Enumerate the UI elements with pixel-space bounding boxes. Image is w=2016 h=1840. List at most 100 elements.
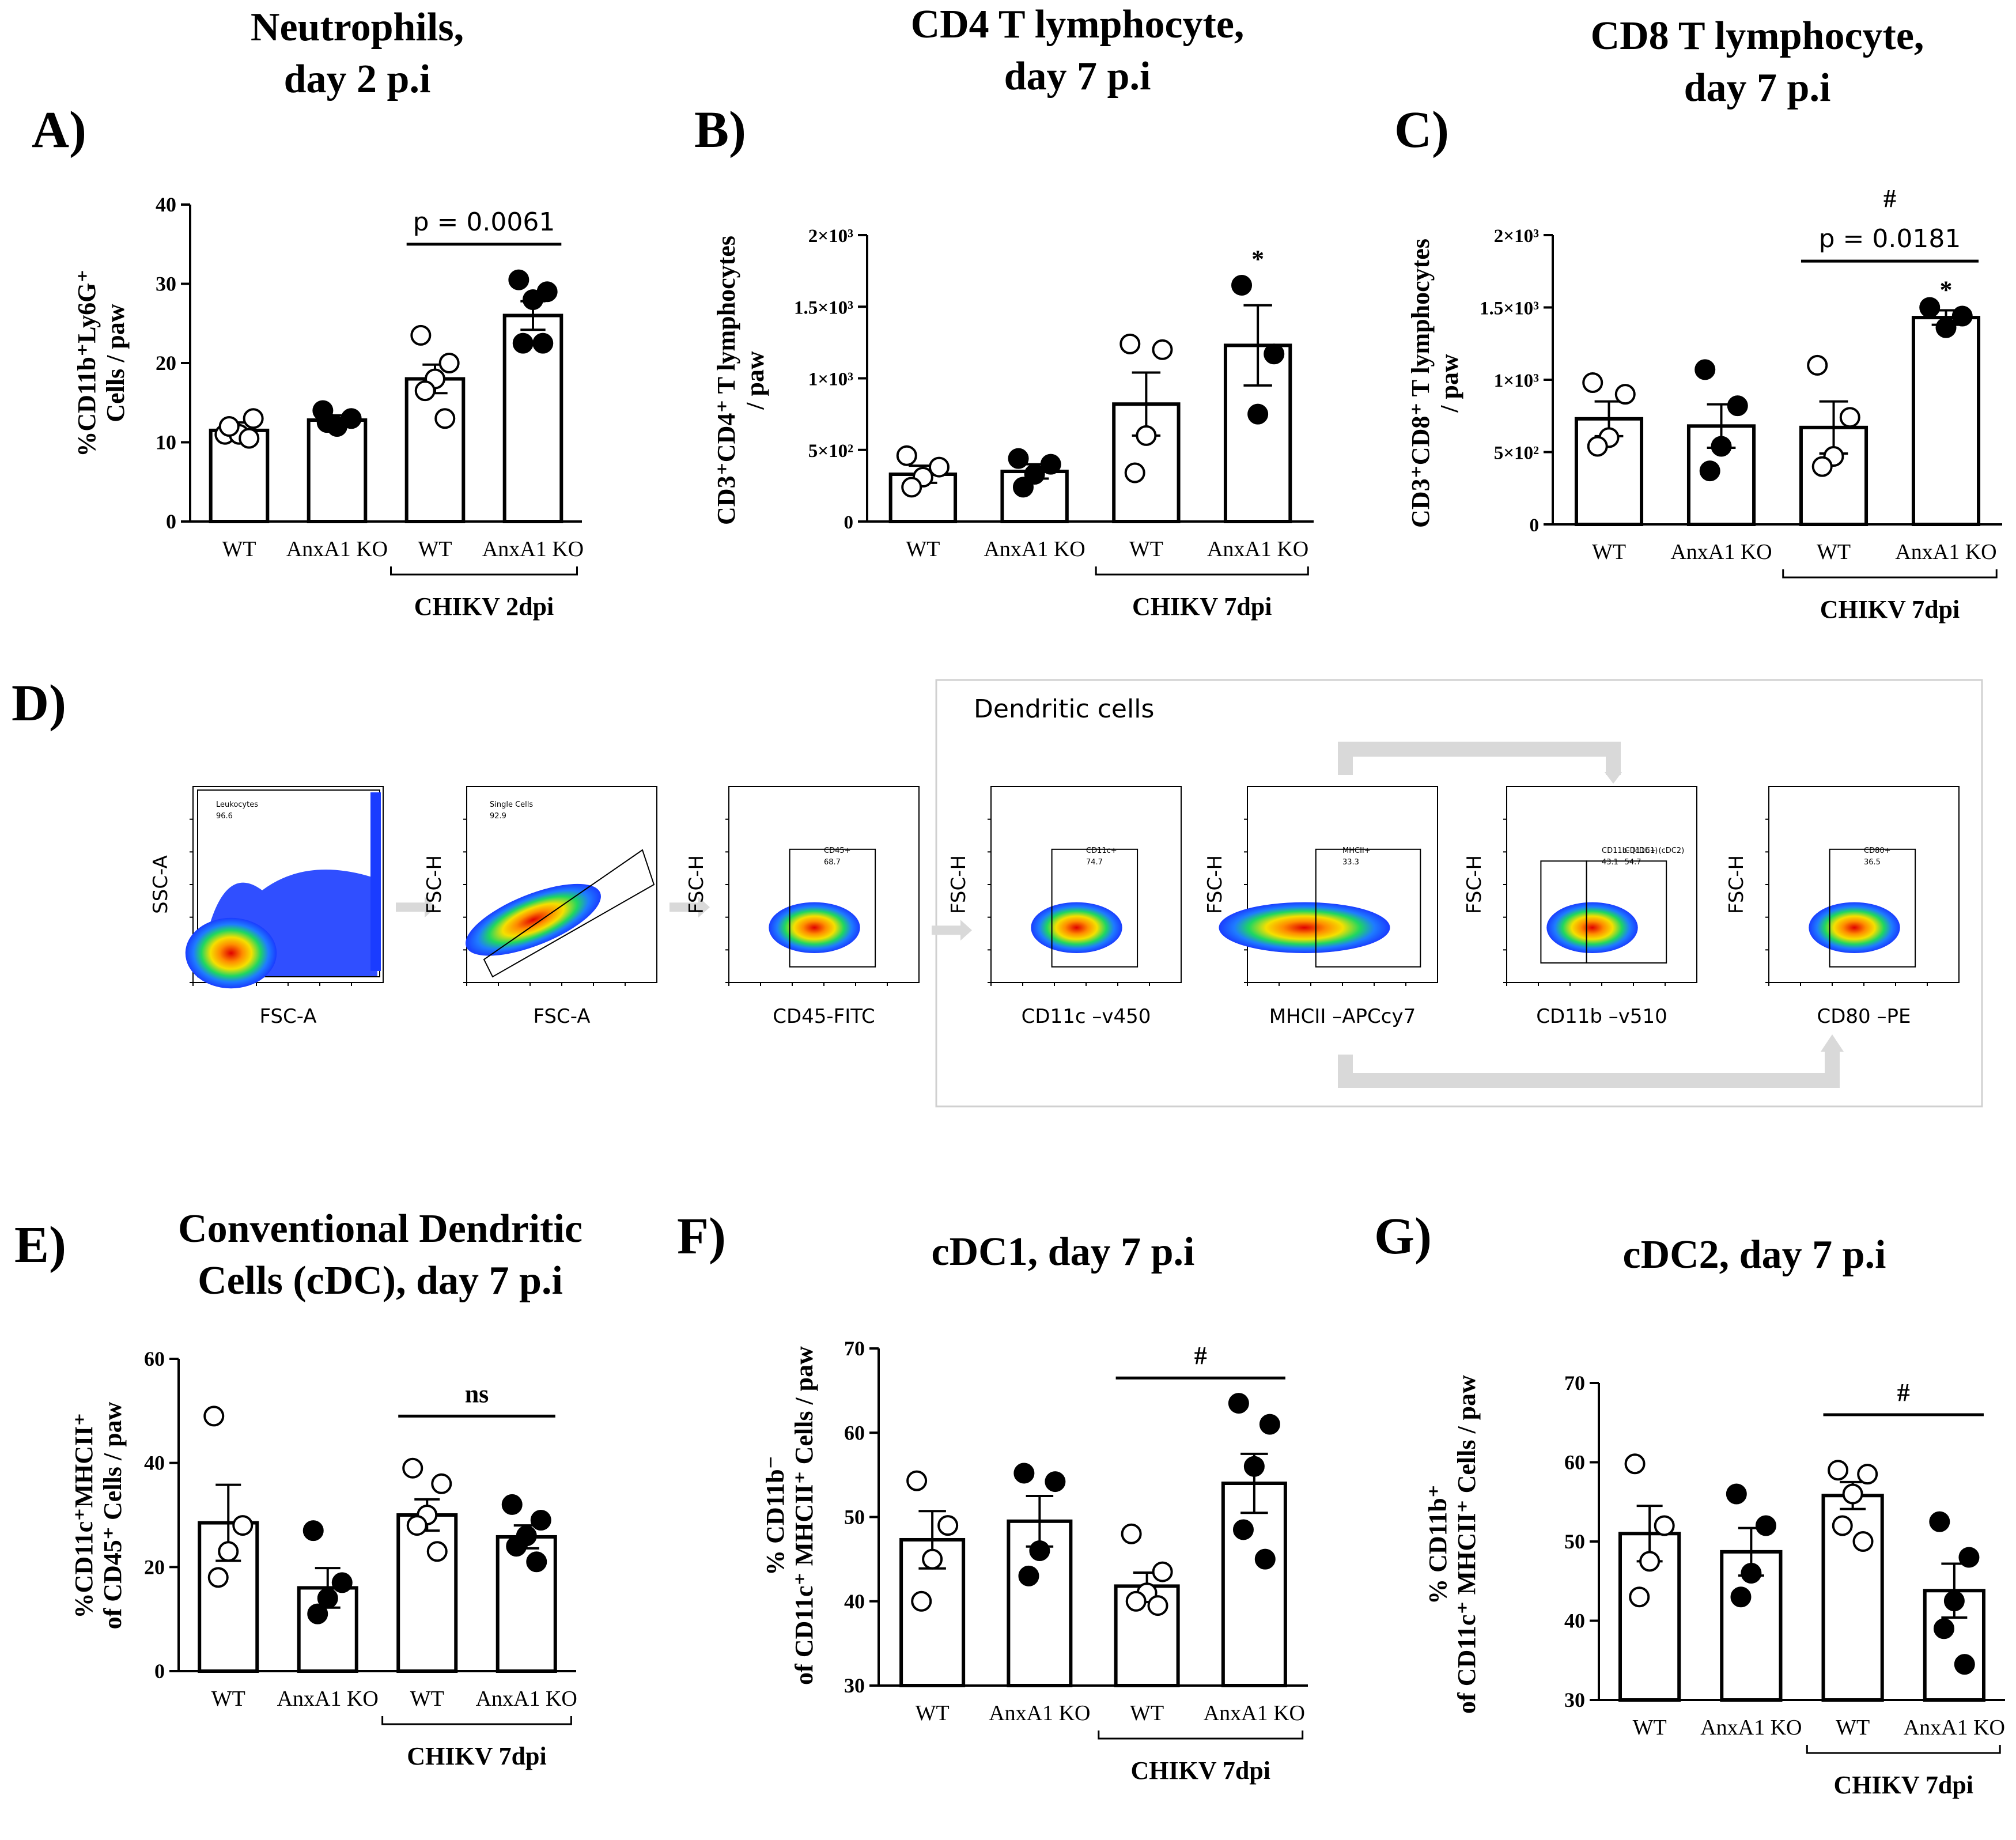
flow-arrow bbox=[396, 897, 436, 918]
data-point bbox=[928, 456, 950, 478]
data-point bbox=[1842, 1483, 1863, 1505]
y-axis-label: % CD11b⁻ bbox=[761, 1456, 789, 1575]
panel-letter: C) bbox=[1394, 101, 1449, 158]
group-label: CHIKV 7dpi bbox=[1132, 592, 1272, 621]
panel-letter: B) bbox=[694, 101, 746, 158]
data-point bbox=[1614, 384, 1636, 405]
data-point bbox=[1919, 297, 1941, 318]
y-axis-label: / paw bbox=[1435, 354, 1463, 413]
bar bbox=[496, 1535, 557, 1673]
data-point bbox=[239, 428, 260, 449]
panel-title: Cells (cDC), day 7 p.i bbox=[198, 1259, 563, 1303]
y-tick-label: 10 bbox=[156, 431, 176, 454]
data-point bbox=[1807, 354, 1828, 376]
bar bbox=[404, 377, 466, 523]
data-point bbox=[426, 1541, 448, 1562]
data-point bbox=[1008, 448, 1029, 469]
x-tick-label: AnxA1 KO bbox=[984, 537, 1085, 561]
y-axis-label: CD3⁺CD4⁺ T lymphocytes bbox=[712, 236, 740, 525]
significance-star: * bbox=[1940, 275, 1953, 304]
flow-x-label: FSC-A bbox=[533, 1005, 590, 1028]
gate-name: CD45+ bbox=[824, 847, 851, 855]
data-point bbox=[1587, 436, 1608, 457]
panel-letter: A) bbox=[32, 101, 86, 158]
gate-value: 43.1 bbox=[1602, 858, 1618, 867]
group-label: CHIKV 7dpi bbox=[407, 1742, 547, 1770]
gate-name: Single Cells bbox=[490, 800, 533, 809]
data-point bbox=[532, 333, 554, 354]
bar bbox=[209, 428, 270, 523]
flow-plot: FSC-H CD80 –PE CD80+ 36.5 bbox=[1725, 786, 1960, 1028]
data-point bbox=[506, 1536, 527, 1557]
data-point bbox=[1582, 372, 1603, 394]
data-point bbox=[922, 1548, 943, 1570]
panel-title: cDC2, day 7 p.i bbox=[1623, 1233, 1886, 1277]
data-point bbox=[1228, 1393, 1249, 1414]
y-tick-label: 40 bbox=[144, 1452, 165, 1475]
bar bbox=[1911, 316, 1981, 526]
flow-x-label: FSC-A bbox=[259, 1005, 316, 1028]
data-point bbox=[1832, 1515, 1853, 1536]
group-bracket bbox=[381, 1716, 572, 1725]
gate-name: CD80+ bbox=[1864, 847, 1891, 855]
plot-frame bbox=[1506, 786, 1697, 983]
data-point bbox=[1231, 274, 1253, 296]
x-tick-label: WT bbox=[211, 1687, 245, 1711]
group-bracket bbox=[1806, 1745, 2001, 1754]
plot-frame bbox=[728, 786, 920, 983]
y-tick-label: 0 bbox=[1530, 515, 1540, 536]
data-point bbox=[1639, 1551, 1661, 1572]
data-point bbox=[1024, 463, 1045, 485]
bar bbox=[396, 1513, 458, 1673]
x-tick-label: AnxA1 KO bbox=[1204, 1701, 1305, 1725]
data-point bbox=[1264, 343, 1285, 365]
data-point bbox=[1852, 1531, 1874, 1552]
data-point bbox=[1624, 1453, 1646, 1475]
density-blob bbox=[1031, 902, 1122, 954]
y-tick-label: 30 bbox=[156, 273, 176, 296]
data-point bbox=[1839, 407, 1860, 428]
gate-value: 36.5 bbox=[1864, 858, 1881, 867]
data-point bbox=[316, 412, 338, 433]
density-blob bbox=[185, 917, 277, 989]
data-point bbox=[523, 289, 543, 310]
group-label: CHIKV 7dpi bbox=[1820, 595, 1960, 624]
significance-label: ns bbox=[465, 1380, 489, 1408]
y-axis-label: % CD11b⁺ bbox=[1424, 1484, 1452, 1604]
density-blob bbox=[769, 902, 860, 954]
data-point bbox=[218, 416, 240, 437]
panel-title: CD4 T lymphocyte, bbox=[911, 2, 1245, 47]
group-bracket bbox=[1782, 569, 1998, 579]
y-tick-label: 0 bbox=[154, 1660, 165, 1683]
group-bracket bbox=[1095, 566, 1309, 576]
y-tick-label: 50 bbox=[1564, 1530, 1585, 1553]
plot-frame bbox=[1768, 786, 1960, 983]
gate-value: 33.3 bbox=[1342, 858, 1359, 867]
y-axis-label: of CD11c⁺ MHCII⁺ Cells / paw bbox=[1453, 1375, 1481, 1714]
x-tick-label: WT bbox=[222, 537, 256, 561]
data-point bbox=[1828, 1460, 1849, 1481]
y-tick-label: 1×10³ bbox=[1494, 371, 1539, 391]
panel-c: C) CD8 T lymphocyte, day 7 p.i CD3⁺CD8⁺ T l… bbox=[1394, 14, 2002, 624]
y-axis-label: of CD11c⁺ MHCII⁺ Cells / paw bbox=[790, 1346, 818, 1685]
significance-star: * bbox=[1251, 245, 1264, 273]
y-tick-label: 70 bbox=[1564, 1372, 1585, 1395]
group-bracket bbox=[390, 566, 578, 576]
flow-y-label: FSC-H bbox=[423, 855, 446, 914]
data-point bbox=[402, 1457, 423, 1479]
x-tick-label: AnxA1 KO bbox=[482, 537, 584, 561]
plot-frame bbox=[1247, 786, 1438, 983]
flow-x-label: MHCII –APCcy7 bbox=[1269, 1005, 1416, 1028]
y-tick-label: 2×10³ bbox=[1494, 226, 1539, 247]
data-point bbox=[317, 1588, 338, 1609]
density-blob bbox=[1219, 902, 1390, 954]
y-tick-label: 30 bbox=[1564, 1688, 1585, 1711]
y-axis-label: %CD11c⁺MHCII⁺ bbox=[70, 1413, 98, 1619]
density-edge bbox=[370, 792, 381, 971]
data-point bbox=[1013, 1463, 1035, 1484]
data-point bbox=[1629, 1586, 1650, 1608]
data-point bbox=[1119, 333, 1141, 354]
data-point bbox=[1243, 1456, 1265, 1477]
